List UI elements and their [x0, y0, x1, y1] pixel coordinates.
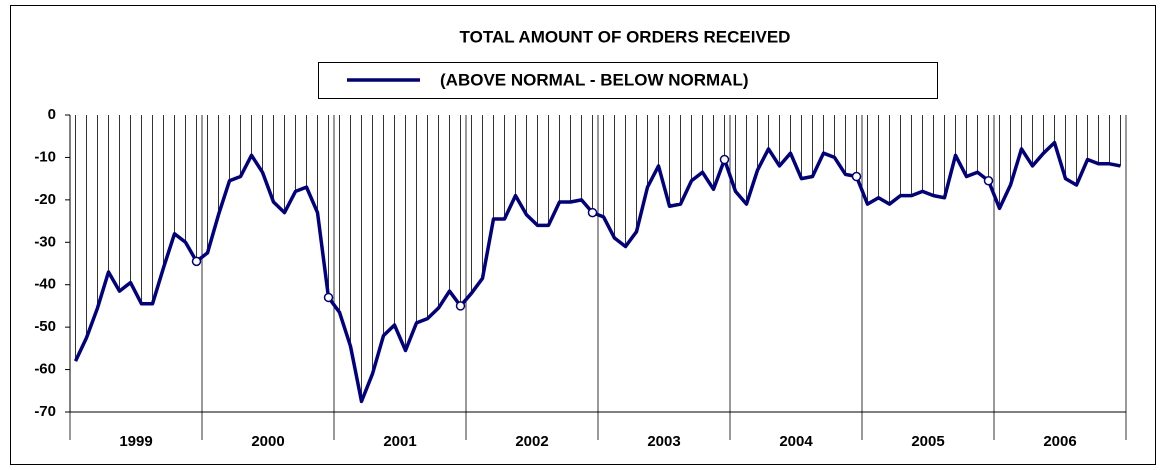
point-marker — [587, 207, 598, 218]
point-marker — [719, 154, 730, 165]
point-marker — [191, 256, 202, 267]
point-marker — [323, 292, 334, 303]
chart-title: TOTAL AMOUNT OF ORDERS RECEIVED — [460, 27, 791, 46]
y-tick-label: -40 — [34, 276, 56, 293]
point-marker — [983, 176, 994, 186]
y-tick-label: -70 — [34, 403, 56, 420]
x-tick-label: 1999 — [119, 433, 152, 450]
x-tick-label: 2002 — [515, 433, 548, 450]
legend-box — [318, 62, 938, 99]
point-marker — [455, 301, 466, 311]
x-tick-label: 2004 — [779, 433, 813, 450]
y-tick-label: -60 — [34, 361, 56, 378]
y-tick-label: -20 — [34, 191, 56, 208]
x-tick-label: 2003 — [647, 433, 680, 450]
line-series — [73, 140, 1121, 404]
x-tick-label: 2005 — [911, 433, 944, 450]
y-tick-label: -10 — [34, 148, 56, 165]
y-tick-label: 0 — [48, 106, 56, 123]
point-marker — [851, 171, 862, 182]
y-tick-label: -50 — [34, 318, 56, 335]
chart-border — [10, 5, 1156, 465]
x-tick-label: 2000 — [251, 433, 284, 450]
x-tick-label: 2006 — [1043, 433, 1076, 450]
legend-label: (ABOVE NORMAL - BELOW NORMAL) — [440, 70, 749, 89]
x-tick-label: 2001 — [383, 433, 416, 450]
y-tick-label: -30 — [34, 233, 56, 250]
